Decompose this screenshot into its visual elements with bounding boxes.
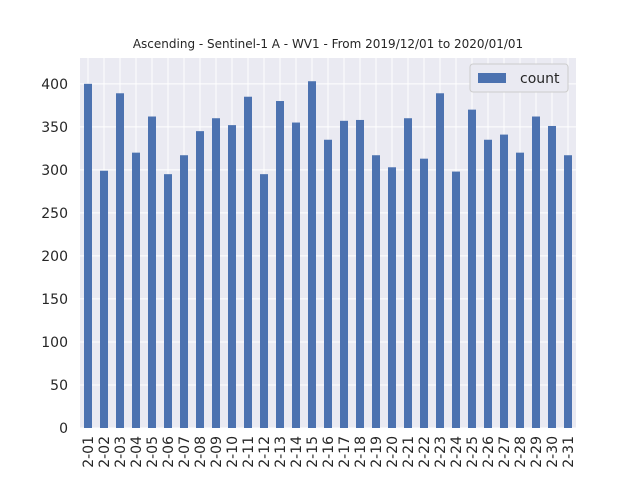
x-tick-label: 2-04	[129, 436, 145, 468]
x-tick-label: 2-01	[81, 436, 97, 468]
x-tick-label: 2-21	[401, 436, 417, 468]
bar-2019-12-22	[420, 158, 428, 428]
bar-2019-12-26	[484, 139, 492, 428]
bar-2019-12-11	[244, 96, 252, 428]
bar-2019-12-12	[260, 174, 268, 428]
bar-2019-12-31	[564, 155, 572, 429]
x-tick-label: 2-31	[561, 436, 577, 468]
x-tick-label: 2-24	[449, 436, 465, 468]
bar-2019-12-13	[276, 101, 284, 428]
x-tick-label: 2-06	[161, 436, 177, 468]
bar-2019-12-10	[228, 125, 236, 429]
x-tick-label: 2-11	[241, 436, 257, 468]
y-axis-ticks: 0 50 100 150 200 250 300 350 400	[41, 77, 68, 437]
bar-2019-12-27	[500, 134, 508, 428]
y-tick-label: 50	[50, 378, 68, 394]
x-tick-label: 2-17	[337, 436, 353, 468]
bar-2019-12-28	[516, 152, 524, 428]
x-tick-label: 2-09	[209, 436, 225, 468]
bar-2019-12-04	[132, 152, 140, 428]
y-tick-label: 250	[41, 206, 68, 222]
x-tick-label: 2-26	[481, 436, 497, 468]
x-tick-label: 2-16	[321, 436, 337, 468]
x-tick-label: 2-20	[385, 436, 401, 468]
bar-2019-12-03	[116, 93, 124, 429]
bar-2019-12-14	[292, 122, 300, 428]
x-tick-label: 2-03	[113, 436, 129, 468]
bar-2019-12-06	[164, 174, 172, 428]
bar-2019-12-21	[404, 118, 412, 429]
legend: count	[469, 63, 569, 93]
bar-2019-12-25	[468, 109, 476, 429]
bar-2019-12-29	[532, 116, 540, 428]
bar-2019-12-16	[324, 139, 332, 428]
x-tick-label: 2-13	[273, 436, 289, 468]
x-tick-label: 2-29	[529, 436, 545, 468]
y-tick-label: 350	[41, 120, 68, 136]
x-tick-label: 2-23	[433, 436, 449, 468]
y-tick-label: 300	[41, 163, 68, 179]
legend-label-count: count	[520, 71, 560, 87]
bar-2019-12-09	[212, 118, 220, 429]
x-tick-label: 2-10	[225, 436, 241, 468]
bar-2019-12-20	[388, 167, 396, 429]
bar-2019-12-19	[372, 155, 380, 429]
x-tick-label: 2-07	[177, 436, 193, 468]
bars	[84, 81, 572, 429]
y-tick-label: 150	[41, 292, 68, 308]
bar-2019-12-24	[452, 171, 460, 428]
x-tick-label: 2-18	[353, 436, 369, 468]
x-tick-label: 2-28	[513, 436, 529, 468]
x-tick-label: 2-14	[289, 436, 305, 468]
bar-2019-12-01	[84, 83, 92, 428]
x-tick-label: 2-15	[305, 436, 321, 468]
bar-2019-12-07	[180, 155, 188, 429]
x-tick-label: 2-19	[369, 436, 385, 468]
x-tick-label: 2-22	[417, 436, 433, 468]
x-tick-label: 2-27	[497, 436, 513, 468]
x-tick-label: 2-25	[465, 436, 481, 468]
x-tick-label: 2-05	[145, 436, 161, 468]
bar-2019-12-15	[308, 81, 316, 429]
legend-swatch-count	[478, 73, 506, 83]
bar-2019-12-30	[548, 125, 556, 428]
legend-box	[469, 63, 569, 93]
bar-2019-12-18	[356, 119, 364, 428]
bar-2019-12-23	[436, 93, 444, 429]
y-tick-label: 200	[41, 249, 68, 265]
bar-2019-12-02	[100, 170, 108, 428]
x-tick-label: 2-08	[193, 436, 209, 468]
x-axis-ticks: 2-01 2-02 2-03 2-04 2-05 2-06 2-07 2-08 2-09 2-10…	[81, 436, 577, 468]
bar-2019-12-08	[196, 131, 204, 429]
y-tick-label: 400	[41, 77, 68, 93]
bar-2019-12-17	[340, 120, 348, 428]
bar-2019-12-05	[148, 116, 156, 428]
y-tick-label: 100	[41, 335, 68, 351]
x-tick-label: 2-30	[545, 436, 561, 468]
chart-title: Ascending - Sentinel-1 A - WV1 - From 20…	[133, 37, 523, 51]
y-tick-label: 0	[59, 421, 68, 437]
x-tick-label: 2-12	[257, 436, 273, 468]
x-tick-label: 2-02	[97, 436, 113, 468]
